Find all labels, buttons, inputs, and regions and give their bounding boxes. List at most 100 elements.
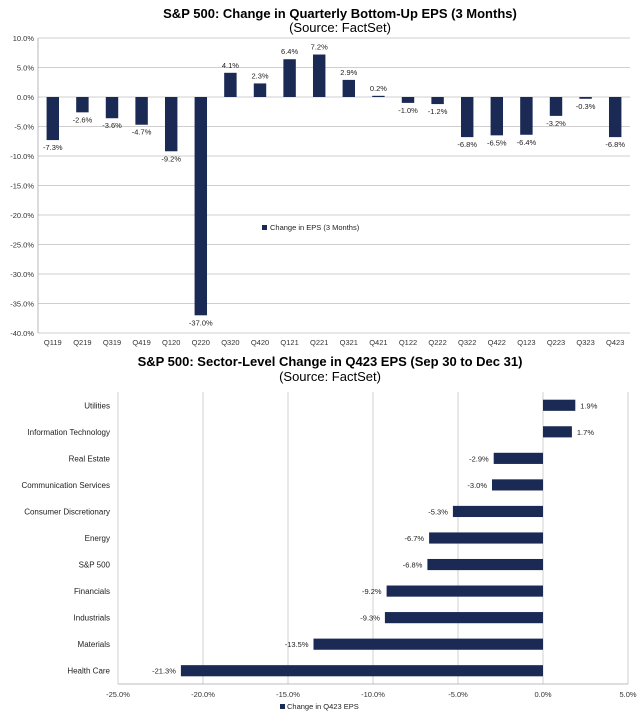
category-label: Consumer Discretionary	[24, 507, 110, 516]
data-label: -6.8%	[403, 561, 423, 570]
data-label: -2.6%	[73, 115, 93, 124]
category-label: Materials	[78, 640, 110, 649]
data-label: 1.7%	[577, 428, 594, 437]
legend-label: Change in EPS (3 Months)	[270, 223, 360, 232]
x-tick-label: -10.0%	[361, 690, 385, 699]
data-label: -6.5%	[487, 138, 507, 147]
y-tick-label: 0.0%	[17, 93, 34, 102]
y-tick-label: -20.0%	[10, 211, 34, 220]
bar	[372, 95, 385, 97]
x-tick-label: Q320	[221, 338, 239, 347]
bar	[452, 505, 543, 518]
data-label: -2.9%	[469, 454, 489, 463]
x-tick-label: Q422	[488, 338, 506, 347]
bar	[579, 97, 592, 99]
legend-swatch	[262, 225, 267, 230]
legend-label: Change in Q423 EPS	[287, 702, 359, 711]
bar	[312, 54, 326, 97]
category-label: Health Care	[67, 667, 110, 676]
data-label: -3.0%	[467, 481, 487, 490]
bar	[76, 97, 89, 113]
x-tick-label: Q322	[458, 338, 476, 347]
data-label: -13.5%	[285, 640, 309, 649]
x-tick-label: 5.0%	[619, 690, 636, 699]
x-tick-label: 0.0%	[534, 690, 551, 699]
bar	[386, 585, 543, 597]
y-tick-label: -35.0%	[10, 300, 34, 309]
legend-swatch	[280, 704, 285, 709]
bar	[384, 612, 543, 624]
bar	[313, 638, 543, 650]
category-label: Energy	[85, 534, 110, 543]
data-label: 6.4%	[281, 47, 298, 56]
category-label: Industrials	[74, 614, 110, 623]
data-label: -9.2%	[161, 154, 181, 163]
data-label: -3.2%	[546, 119, 566, 128]
bar	[427, 558, 543, 571]
data-label: 4.1%	[222, 61, 239, 70]
bar	[342, 79, 356, 97]
data-label: -6.8%	[457, 140, 477, 149]
data-label: -7.3%	[43, 143, 63, 152]
x-tick-label: Q421	[369, 338, 387, 347]
y-tick-label: -40.0%	[10, 329, 34, 338]
data-label: 7.2%	[311, 43, 328, 52]
category-label: Information Technology	[27, 428, 110, 437]
data-label: -1.2%	[428, 107, 448, 116]
bar	[492, 479, 543, 491]
x-tick-label: Q420	[251, 338, 269, 347]
category-label: Real Estate	[69, 454, 111, 463]
bar	[429, 532, 543, 544]
data-label: -5.3%	[428, 507, 448, 516]
data-label: -37.0%	[189, 318, 213, 327]
data-label: -1.0%	[398, 106, 418, 115]
y-tick-label: 10.0%	[13, 34, 35, 43]
data-label: -9.2%	[362, 587, 382, 596]
data-label: 2.3%	[251, 71, 268, 80]
category-label: Communication Services	[22, 481, 110, 490]
bar	[194, 97, 208, 316]
bar	[460, 97, 474, 138]
chart-title: S&P 500: Change in Quarterly Bottom-Up E…	[163, 6, 517, 21]
chart-title: S&P 500: Sector-Level Change in Q423 EPS…	[138, 354, 523, 369]
bar	[224, 72, 237, 97]
data-label: -6.7%	[405, 534, 425, 543]
bar	[549, 97, 563, 116]
data-label: -4.7%	[132, 128, 152, 137]
data-label: 2.9%	[340, 68, 357, 77]
x-tick-label: Q123	[517, 338, 535, 347]
x-tick-label: Q323	[576, 338, 594, 347]
bar	[135, 97, 148, 125]
category-label: S&P 500	[79, 561, 111, 570]
bar	[105, 97, 119, 119]
y-tick-label: 5.0%	[17, 64, 34, 73]
category-label: Utilities	[84, 401, 110, 410]
x-tick-label: Q221	[310, 338, 328, 347]
data-label: 0.2%	[370, 84, 387, 93]
bar	[608, 97, 622, 138]
data-label: -0.3%	[576, 102, 596, 111]
bar	[164, 97, 178, 152]
x-tick-label: Q219	[73, 338, 91, 347]
x-tick-label: Q319	[103, 338, 121, 347]
x-tick-label: -20.0%	[191, 690, 215, 699]
data-label: -3.6%	[102, 121, 122, 130]
x-tick-label: Q222	[428, 338, 446, 347]
data-label: -21.3%	[152, 667, 176, 676]
x-tick-label: -15.0%	[276, 690, 300, 699]
bar	[520, 97, 533, 135]
x-tick-label: Q223	[547, 338, 565, 347]
data-label: -6.4%	[517, 138, 537, 147]
x-tick-label: Q122	[399, 338, 417, 347]
category-label: Financials	[74, 587, 110, 596]
y-tick-label: -5.0%	[14, 123, 34, 132]
bar	[543, 399, 576, 411]
x-tick-label: Q121	[280, 338, 298, 347]
x-tick-label: Q220	[192, 338, 210, 347]
x-tick-label: Q419	[132, 338, 150, 347]
y-tick-label: -25.0%	[10, 241, 34, 250]
bar	[490, 97, 504, 136]
data-label: -9.3%	[360, 614, 380, 623]
bar	[543, 426, 572, 438]
quarterly-eps-chart: S&P 500: Change in Quarterly Bottom-Up E…	[10, 6, 630, 347]
